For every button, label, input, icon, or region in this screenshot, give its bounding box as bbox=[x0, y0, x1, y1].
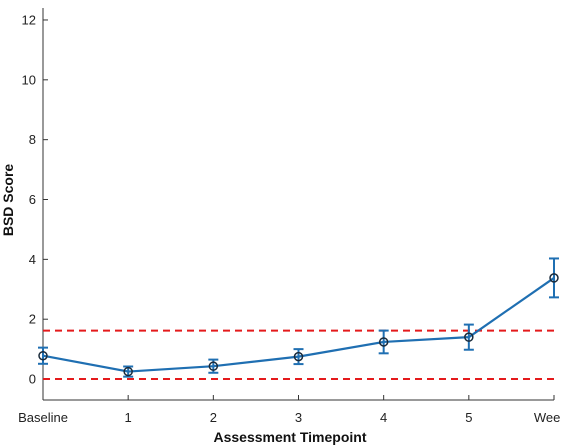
data-series bbox=[38, 257, 559, 378]
y-axis-title: BSD Score bbox=[0, 164, 16, 237]
y-tick-label: 12 bbox=[22, 12, 36, 27]
x-tick-label: 4 bbox=[380, 410, 387, 425]
data-point bbox=[38, 350, 48, 361]
data-point bbox=[464, 332, 474, 342]
x-axis-title: Assessment Timepoint bbox=[213, 429, 366, 445]
tick-labels: 024681012Baseline12345Week1 bbox=[18, 12, 561, 425]
y-tick-label: 10 bbox=[22, 72, 36, 87]
data-point bbox=[123, 366, 133, 377]
y-tick-label: 0 bbox=[29, 372, 36, 387]
x-tick-label: Baseline bbox=[18, 410, 68, 425]
x-tick-label: Week1 bbox=[534, 410, 561, 425]
y-tick-label: 8 bbox=[29, 132, 36, 147]
data-point bbox=[549, 273, 559, 283]
x-tick-label: 1 bbox=[125, 410, 132, 425]
data-point bbox=[378, 337, 389, 347]
x-tick-label: 5 bbox=[465, 410, 472, 425]
data-point bbox=[293, 351, 304, 362]
y-tick-label: 6 bbox=[29, 192, 36, 207]
x-tick-label: 2 bbox=[210, 410, 217, 425]
axes bbox=[42, 8, 555, 401]
x-tick-label: 3 bbox=[295, 410, 302, 425]
y-tick-label: 4 bbox=[29, 252, 36, 267]
data-point bbox=[208, 361, 219, 371]
y-tick-label: 2 bbox=[29, 312, 36, 327]
